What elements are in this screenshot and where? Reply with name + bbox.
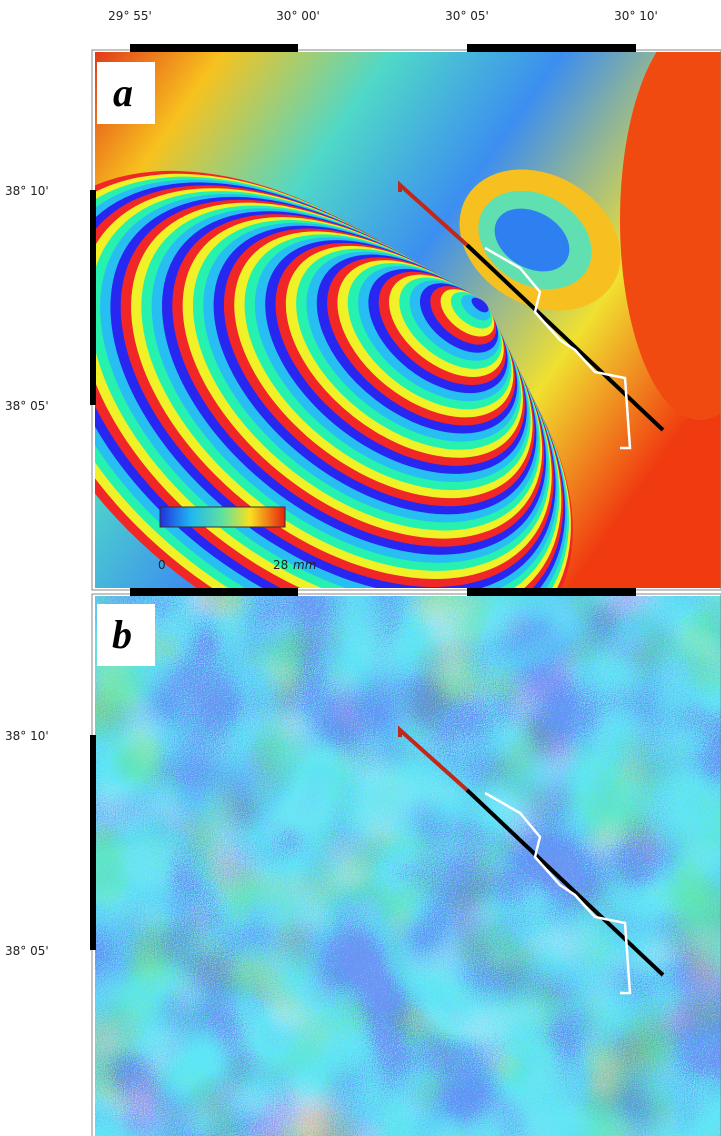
longitude-label: 30° 10' — [614, 9, 658, 23]
figure: 0 28 mm a b 29° 55' 30° 00' 30° 05' 30° … — [0, 0, 721, 1136]
latitude-label: 38° 05' — [5, 399, 49, 413]
colorbar-max: 28 — [273, 558, 288, 572]
latitude-label: 38° 10' — [5, 184, 49, 198]
panel-b-map — [95, 596, 721, 1136]
panel-label: a — [113, 70, 133, 115]
colorbar-min: 0 — [158, 558, 166, 572]
longitude-label: 30° 05' — [445, 9, 489, 23]
longitude-label: 30° 00' — [276, 9, 320, 23]
panel-label: b — [112, 612, 132, 657]
longitude-label: 29° 55' — [108, 9, 152, 23]
colorbar — [160, 507, 285, 527]
colorbar-unit: mm — [293, 558, 316, 572]
latitude-label: 38° 05' — [5, 944, 49, 958]
latitude-label: 38° 10' — [5, 729, 49, 743]
